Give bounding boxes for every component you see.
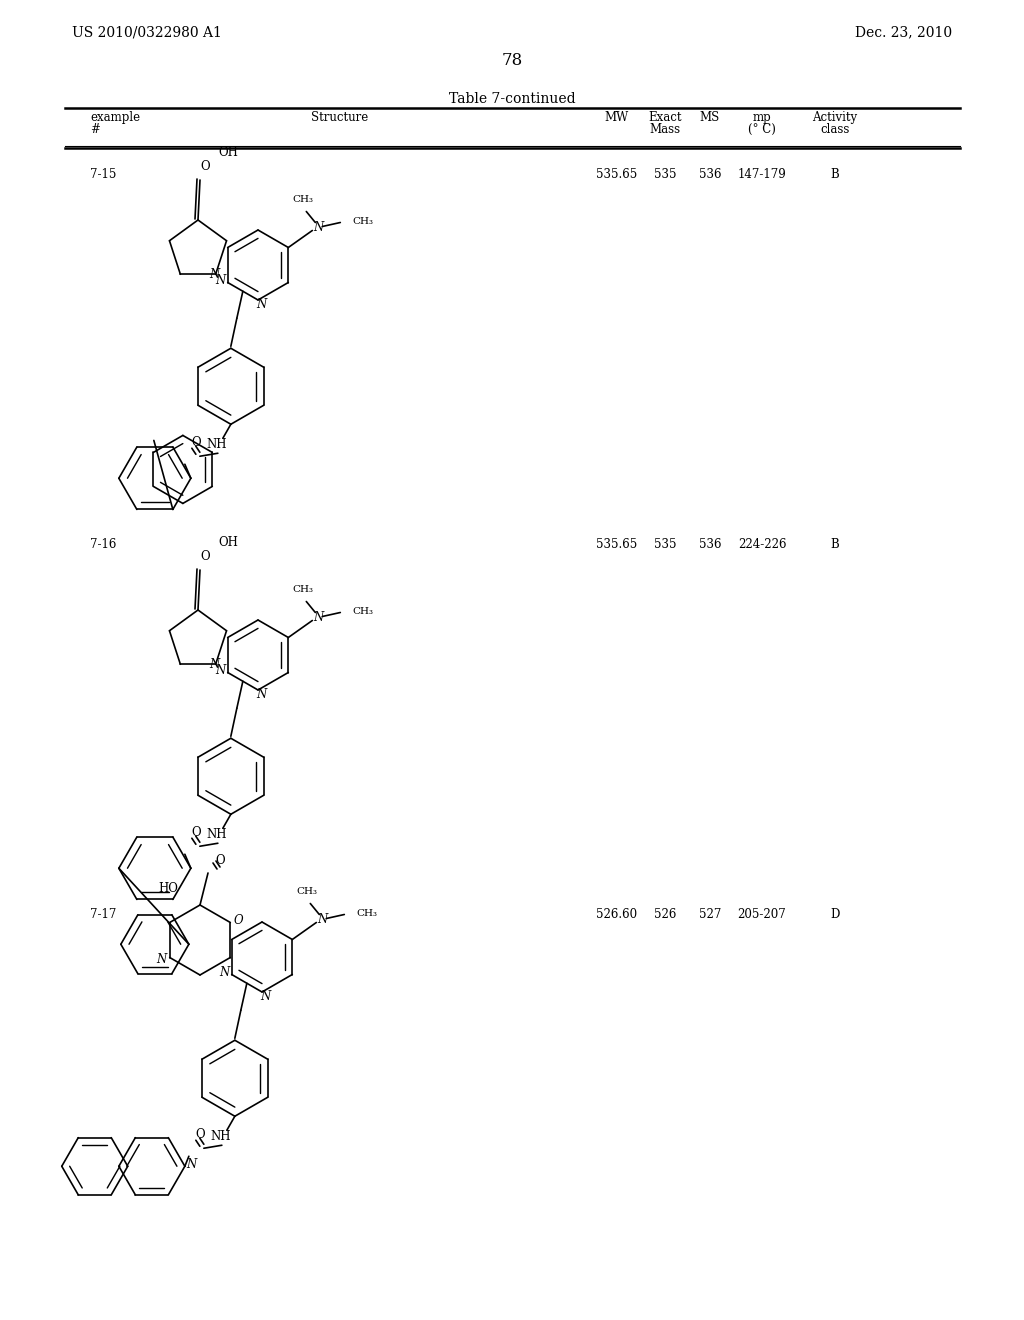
Text: N: N: [157, 953, 167, 966]
Text: mp: mp: [753, 111, 771, 124]
Text: 78: 78: [502, 51, 522, 69]
Text: N: N: [256, 688, 266, 701]
Text: D: D: [830, 908, 840, 921]
Text: #: #: [90, 123, 100, 136]
Text: Mass: Mass: [649, 123, 681, 136]
Text: OH: OH: [218, 536, 238, 549]
Text: O: O: [191, 436, 201, 449]
Text: NH: NH: [207, 438, 227, 450]
Text: O: O: [215, 854, 225, 867]
Text: O: O: [200, 160, 210, 173]
Text: MW: MW: [605, 111, 629, 124]
Text: N: N: [317, 913, 328, 927]
Text: CH₃: CH₃: [352, 216, 374, 226]
Text: N: N: [186, 1158, 197, 1171]
Text: 535.65: 535.65: [596, 539, 638, 550]
Text: Table 7-continued: Table 7-continued: [449, 92, 575, 106]
Text: CH₃: CH₃: [352, 607, 374, 616]
Text: Dec. 23, 2010: Dec. 23, 2010: [855, 25, 952, 40]
Text: NH: NH: [207, 828, 227, 841]
Text: CH₃: CH₃: [292, 195, 313, 205]
Text: (° C): (° C): [749, 123, 776, 136]
Text: US 2010/0322980 A1: US 2010/0322980 A1: [72, 25, 222, 40]
Text: N: N: [216, 664, 226, 677]
Text: CH₃: CH₃: [356, 909, 377, 917]
Text: NH: NH: [211, 1130, 231, 1143]
Text: 536: 536: [698, 168, 721, 181]
Text: 147-179: 147-179: [737, 168, 786, 181]
Text: 7-15: 7-15: [90, 168, 117, 181]
Text: N: N: [313, 611, 324, 624]
Text: B: B: [830, 168, 840, 181]
Text: N: N: [260, 990, 270, 1002]
Text: 526.60: 526.60: [596, 908, 638, 921]
Text: N: N: [256, 297, 266, 310]
Text: class: class: [820, 123, 850, 136]
Text: HO: HO: [158, 883, 178, 895]
Text: 535.65: 535.65: [596, 168, 638, 181]
Text: Activity: Activity: [812, 111, 857, 124]
Text: 535: 535: [653, 168, 676, 181]
Text: 536: 536: [698, 539, 721, 550]
Text: B: B: [830, 539, 840, 550]
Text: 7-16: 7-16: [90, 539, 117, 550]
Text: N: N: [210, 268, 220, 281]
Text: CH₃: CH₃: [296, 887, 317, 896]
Text: 527: 527: [698, 908, 721, 921]
Text: N: N: [313, 220, 324, 234]
Text: 535: 535: [653, 539, 676, 550]
Text: example: example: [90, 111, 140, 124]
Text: N: N: [216, 275, 226, 286]
Text: CH₃: CH₃: [292, 585, 313, 594]
Text: 526: 526: [653, 908, 676, 921]
Text: 224-226: 224-226: [737, 539, 786, 550]
Text: Structure: Structure: [311, 111, 369, 124]
Text: O: O: [195, 1127, 205, 1140]
Text: MS: MS: [699, 111, 720, 124]
Text: O: O: [191, 826, 201, 838]
Text: O: O: [233, 913, 243, 927]
Text: O: O: [200, 549, 210, 562]
Text: 205-207: 205-207: [737, 908, 786, 921]
Text: N: N: [219, 966, 229, 979]
Text: Exact: Exact: [648, 111, 682, 124]
Text: 7-17: 7-17: [90, 908, 117, 921]
Text: OH: OH: [218, 145, 238, 158]
Text: N: N: [210, 657, 220, 671]
